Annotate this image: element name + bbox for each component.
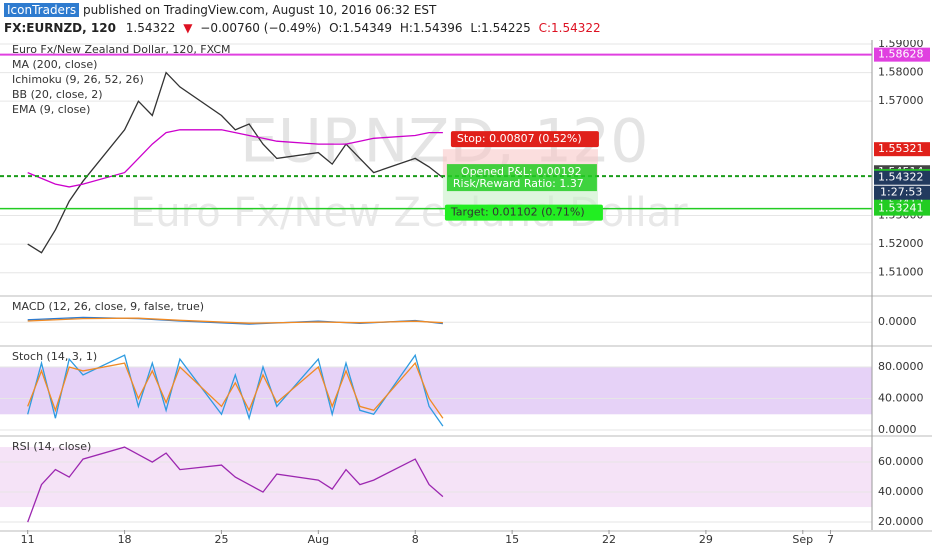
series-line <box>27 71 444 254</box>
legend-entry: BB (20, close, 2) <box>12 88 103 101</box>
low: L:1.54225 <box>470 21 531 35</box>
high: H:1.54396 <box>399 21 463 35</box>
chart: 1.590001.580001.570001.530001.520001.510… <box>0 40 932 546</box>
pnl-bg <box>446 164 597 192</box>
y-tick-label: 0.0000 <box>878 315 917 328</box>
price-label-bg <box>874 142 930 157</box>
y-tick-label: 1.52000 <box>878 237 924 250</box>
series-line <box>27 129 443 188</box>
x-tick-label: 7 <box>827 533 834 546</box>
series-line <box>27 317 443 324</box>
stop-label-bg <box>450 131 599 148</box>
stop-label: Stop: 0.00807 (0.52%) <box>457 132 582 145</box>
x-tick-label: 18 <box>118 533 132 546</box>
y-tick-label: 40.0000 <box>878 485 924 498</box>
y-tick-label: 1.51000 <box>878 266 924 279</box>
price-label: 1.53241 <box>878 202 924 215</box>
pnl-label: Opened P&L: 0.00192 <box>461 165 582 178</box>
pane-title: MACD (12, 26, close, 9, false, true) <box>12 300 204 313</box>
y-tick-label: 1.57000 <box>878 94 924 107</box>
last-price: 1.54322 <box>125 21 176 35</box>
y-tick-label: 1.58000 <box>878 66 924 79</box>
price-label-bg <box>874 170 930 185</box>
x-tick-label: 22 <box>602 533 616 546</box>
y-tick-label: 20.0000 <box>878 515 924 528</box>
x-tick-label: 8 <box>412 533 419 546</box>
y-tick-label: 40.0000 <box>878 392 924 405</box>
price-label: 1.54322 <box>878 171 924 184</box>
target-label: Target: 0.01102 (0.71%) <box>450 206 585 219</box>
x-tick-label: 15 <box>505 533 519 546</box>
y-tick-label: 0.0000 <box>878 423 917 436</box>
band <box>0 447 872 508</box>
x-tick-label: 25 <box>214 533 228 546</box>
band <box>0 367 872 415</box>
open: O:1.54349 <box>329 21 393 35</box>
x-tick-label: Sep <box>792 533 813 546</box>
watermark: Euro Fx/New Zealand Dollar <box>130 190 688 236</box>
pane-title: Euro Fx/New Zealand Dollar, 120, FXCM <box>12 43 231 56</box>
legend-entry: Ichimoku (9, 26, 52, 26) <box>12 73 144 86</box>
x-tick-label: Aug <box>308 533 329 546</box>
y-tick-label: 80.0000 <box>878 360 924 373</box>
countdown-bg <box>874 185 930 200</box>
publisher[interactable]: IconTraders <box>4 3 80 17</box>
price-label-bg <box>874 47 930 62</box>
symbol: FX:EURNZD, 120 <box>4 21 116 35</box>
target-label-bg <box>444 204 603 221</box>
pane-title: Stoch (14, 3, 1) <box>12 350 97 363</box>
price-label-bg <box>874 201 930 216</box>
change: −0.00760 (−0.49%) <box>200 21 322 35</box>
publish-line: IconTraders published on TradingView.com… <box>4 3 436 17</box>
x-tick-label: 29 <box>699 533 713 546</box>
price-label: 1.55321 <box>878 142 924 155</box>
y-tick-label: 60.0000 <box>878 455 924 468</box>
close: C:1.54322 <box>538 21 601 35</box>
price-label: 1.58628 <box>878 48 924 61</box>
x-tick-label: 11 <box>21 533 35 546</box>
y-tick-label: 1.59000 <box>878 40 924 50</box>
change-arrow: ▼ <box>183 21 193 35</box>
quote-line: FX:EURNZD, 120 1.54322 ▼ −0.00760 (−0.49… <box>4 21 605 35</box>
legend-entry: EMA (9, close) <box>12 103 90 116</box>
series-line <box>27 446 444 523</box>
pane-title: RSI (14, close) <box>12 440 91 453</box>
countdown: 1:27:53 <box>880 186 922 199</box>
published: published on TradingView.com, August 10,… <box>82 3 437 17</box>
series-line <box>27 361 444 419</box>
header: IconTraders published on TradingView.com… <box>0 0 932 40</box>
legend-entry: MA (200, close) <box>12 58 97 71</box>
rr-label: Risk/Reward Ratio: 1.37 <box>453 177 584 190</box>
